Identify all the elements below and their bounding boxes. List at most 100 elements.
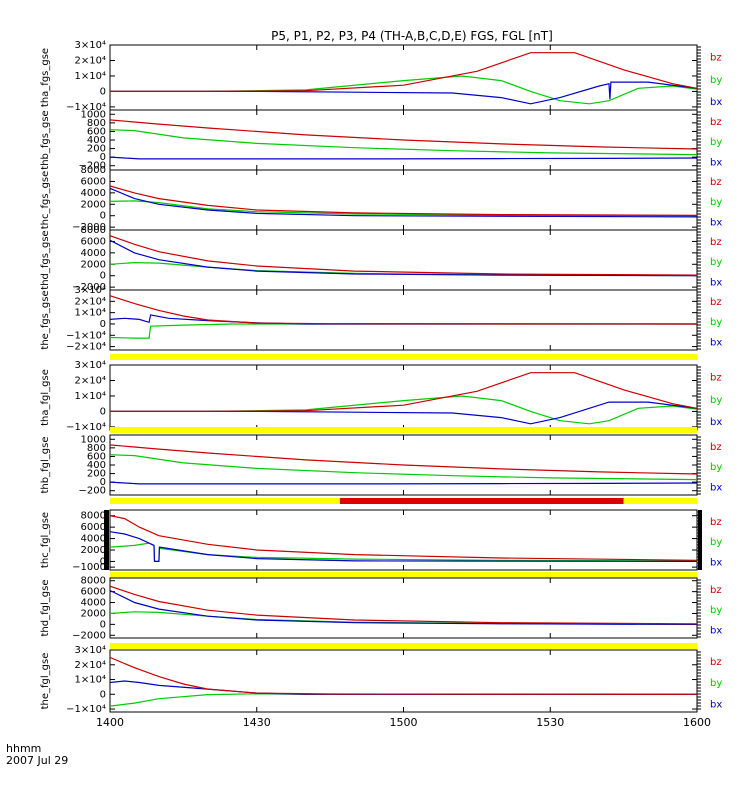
series-line-bx-thd_fgs_gse [110,239,697,277]
x-axis-format-label: hhmm [6,742,41,755]
y-tick-label: 800 [87,118,106,129]
legend-label-bz: bz [710,517,722,528]
legend-label-bz: bz [710,117,722,128]
series-line-bx-thc_fgl_gse [110,531,697,562]
status-bar-yellow [110,427,697,433]
legend-label-bz: bz [710,657,722,668]
legend-label-by: by [710,197,722,208]
y-tick-label: 200 [87,144,106,155]
y-tick-label: 3×10⁴ [75,285,106,296]
y-tick-label: 3×10⁴ [75,645,106,656]
legend-label-bx: bx [710,417,722,428]
y-axis-label-tha_fgs_gse: tha_fgs_gse [40,48,51,107]
y-tick-label: 4000 [81,188,106,199]
y-tick-label: 0 [100,271,106,282]
y-axis-label-the_fgl_gse: the_fgl_gse [40,653,51,710]
right-minor-ticks [697,291,701,350]
y-tick-label: 2×10⁴ [75,296,106,307]
y-tick-label: 6000 [81,236,106,247]
y-axis-label-thc_fgl_gse: thc_fgl_gse [40,512,51,568]
legend-label-by: by [710,75,722,86]
legend-label-bz: bz [710,442,722,453]
x-tick-label: 1430 [243,716,271,729]
legend-label-bx: bx [710,699,722,710]
y-tick-label: 2000 [81,608,106,619]
right-minor-ticks [697,651,701,710]
y-tick-label: 0 [100,556,106,567]
legend-label-by: by [710,317,722,328]
series-line-bx-tha_fgl_gse [110,401,697,425]
y-tick-label: 600 [87,126,106,137]
y-tick-label: 0 [100,689,106,700]
right-minor-ticks [697,46,701,108]
date-label: 2007 Jul 29 [6,754,68,767]
series-line-bz-thb_fgs_gse [110,119,697,150]
status-bar-yellow [110,572,697,578]
y-tick-label: 4000 [81,534,106,545]
series-line-by-the_fgs_gse [110,323,697,339]
y-tick-label: −1×10⁴ [66,330,106,341]
y-tick-label: 8000 [81,165,106,176]
legend-label-bz: bz [710,297,722,308]
y-tick-label: 0 [100,319,106,330]
y-tick-label: 2×10⁴ [75,55,106,66]
y-tick-label: 0 [100,211,106,222]
x-tick-label: 1400 [96,716,124,729]
y-tick-label: 600 [87,451,106,462]
y-tick-label: 400 [87,135,106,146]
legend-label-bx: bx [710,158,722,169]
series-line-by-tha_fgl_gse [110,395,697,425]
legend-label-bx: bx [710,278,722,289]
y-axis-label-thd_fgl_gse: thd_fgl_gse [40,580,51,637]
y-tick-label: 4000 [81,248,106,259]
status-bar-yellow [623,498,697,504]
y-tick-label: 2×10⁴ [75,660,106,671]
y-tick-label: −200 [79,486,106,497]
series-line-bz-thc_fgl_gse [110,515,697,561]
y-tick-label: 8000 [81,225,106,236]
right-minor-ticks [697,111,701,170]
y-tick-label: 3×10⁴ [75,360,106,371]
series-line-by-thc_fgl_gse [110,542,697,562]
right-minor-ticks [697,231,701,290]
y-tick-label: 200 [87,469,106,480]
y-tick-label: 400 [87,460,106,471]
series-line-bx-thb_fgs_gse [110,156,697,160]
legend-label-by: by [710,137,722,148]
legend-label-bz: bz [710,237,722,248]
series-line-bz-thb_fgl_gse [110,444,697,475]
legend-label-bx: bx [710,558,722,569]
y-tick-label: −1×10⁴ [66,704,106,715]
y-tick-label: −1000 [72,562,106,573]
series-line-bx-thb_fgl_gse [110,481,697,485]
y-tick-label: 2000 [81,259,106,270]
legend-label-by: by [710,257,722,268]
right-minor-ticks [697,579,701,638]
legend-label-bx: bx [710,338,722,349]
series-line-bx-tha_fgs_gse [110,81,697,105]
y-tick-label: 2×10⁴ [75,375,106,386]
y-tick-label: −2000 [72,630,106,641]
y-tick-label: 3×10⁴ [75,40,106,51]
x-tick-label: 1500 [390,716,418,729]
y-tick-label: −2000 [72,222,106,233]
y-tick-label: 8000 [81,511,106,522]
x-tick-label: 1600 [683,716,711,729]
legend-label-bz: bz [710,585,722,596]
y-axis-label-thb_fgs_gse: thb_fgs_gse [40,110,51,169]
y-tick-label: −2000 [72,282,106,293]
legend-label-by: by [710,395,722,406]
data-gap-bar-right [698,510,702,570]
status-bar-yellow [110,643,697,649]
legend-label-bx: bx [710,483,722,494]
right-minor-ticks [697,171,701,230]
series-line-bz-thc_fgs_gse [110,185,697,216]
y-axis-label-the_fgs_gse: the_fgs_gse [40,290,51,349]
